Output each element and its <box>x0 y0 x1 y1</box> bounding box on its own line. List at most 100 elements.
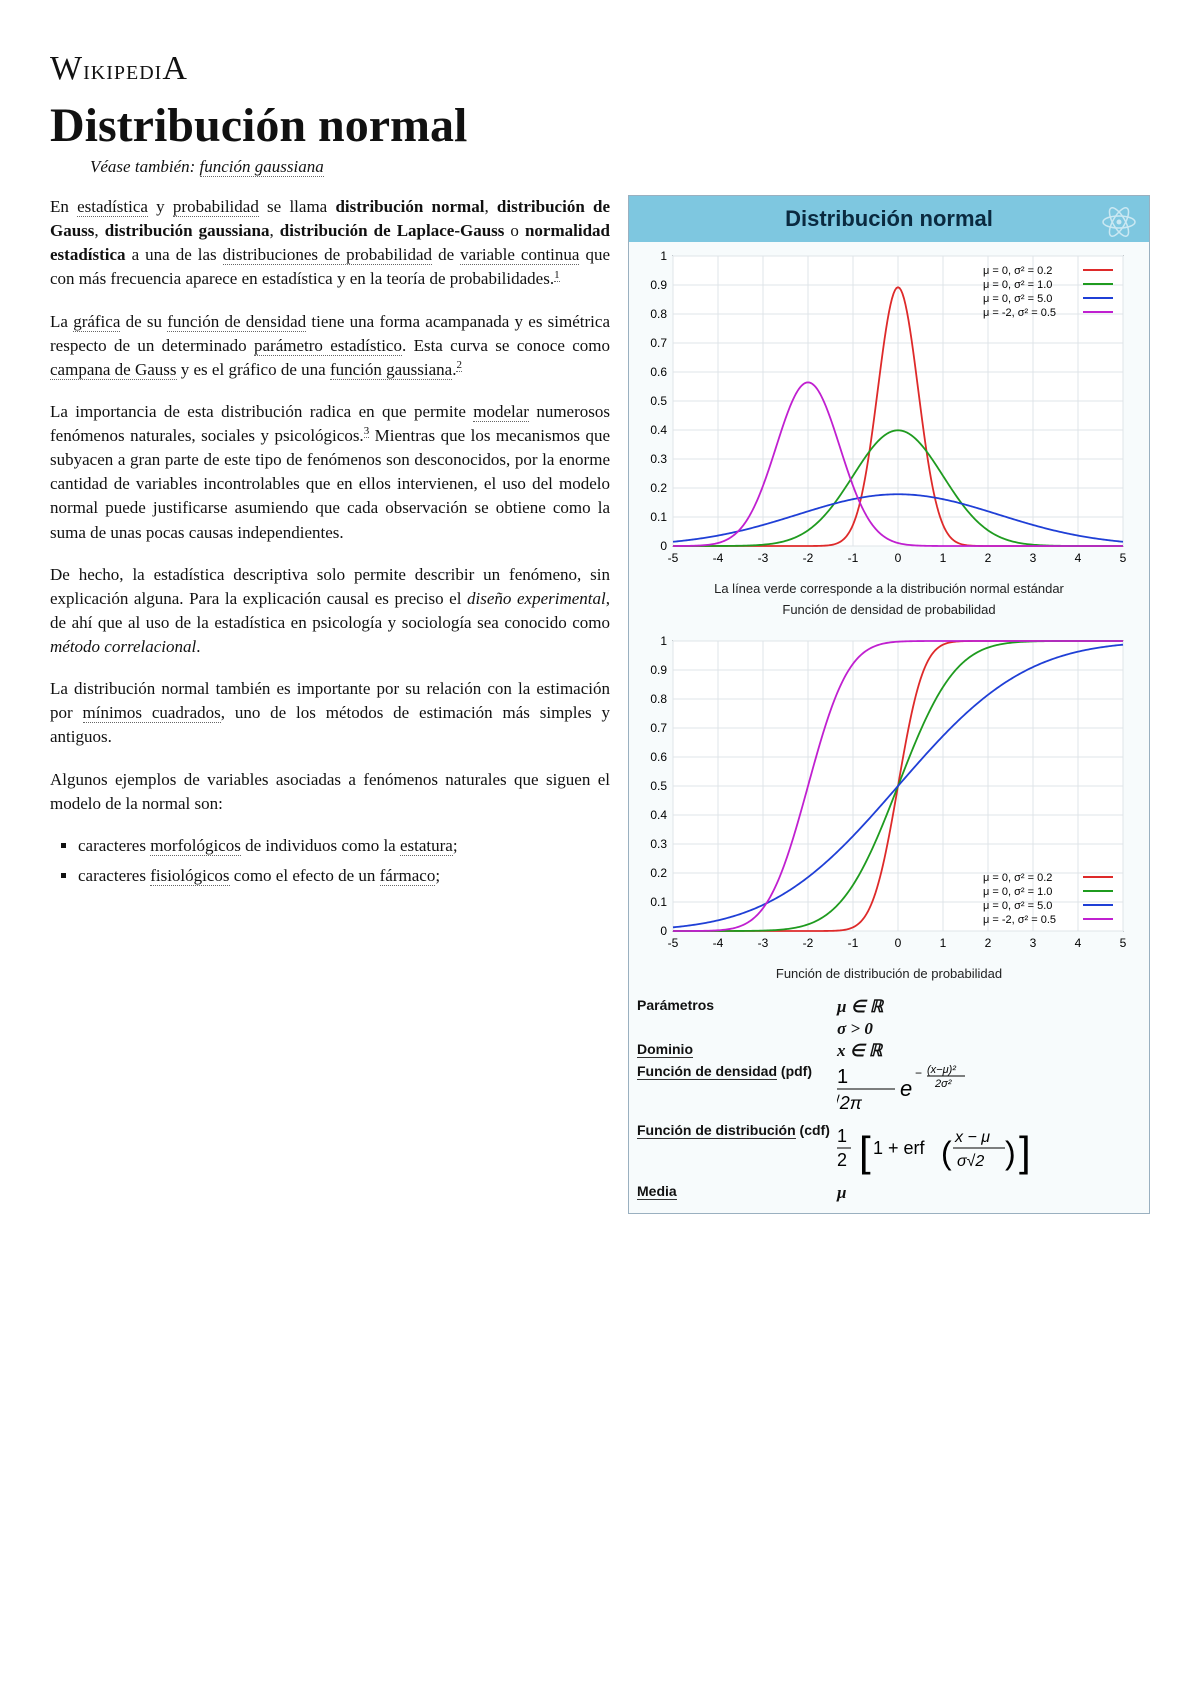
svg-text:2σ²: 2σ² <box>934 1078 952 1090</box>
hatnote-prefix: Véase también: <box>90 157 200 176</box>
svg-text:0: 0 <box>660 924 667 938</box>
link-grafica[interactable]: gráfica <box>73 312 120 332</box>
svg-text:5: 5 <box>1120 551 1127 565</box>
link-modelar[interactable]: modelar <box>473 402 529 422</box>
svg-text:2: 2 <box>985 936 992 950</box>
cdf-chart: -5-4-3-2-101234500.10.20.30.40.50.60.70.… <box>633 631 1133 961</box>
svg-text:0.1: 0.1 <box>650 895 667 909</box>
t: de individuos como la <box>241 836 400 855</box>
link-parametro[interactable]: parámetro estadístico <box>254 336 402 356</box>
svg-text:[: [ <box>859 1128 871 1175</box>
svg-text:3: 3 <box>1030 936 1037 950</box>
params-title: Parámetros <box>637 997 837 1013</box>
ref-1[interactable]: 1 <box>554 269 560 282</box>
cdf-caption: Función de distribución de probabilidad <box>633 966 1145 981</box>
italic-correlacional: método correlacional <box>50 637 196 656</box>
svg-text:0.3: 0.3 <box>650 837 667 851</box>
svg-text:-5: -5 <box>668 936 679 950</box>
link-dist-prob[interactable]: distribuciones de probabilidad <box>223 245 432 265</box>
cdf-suffix: (cdf) <box>796 1122 830 1138</box>
formula-media: μ <box>837 1183 846 1202</box>
term-laplace-gauss: distribución de Laplace-Gauss <box>280 221 505 240</box>
svg-text:2: 2 <box>837 1150 847 1170</box>
hatnote: Véase también: función gaussiana <box>90 157 1150 177</box>
link-probabilidad[interactable]: probabilidad <box>173 197 259 217</box>
para-4: De hecho, la estadística descriptiva sol… <box>50 563 610 660</box>
svg-text:0.9: 0.9 <box>650 278 667 292</box>
pdf-caption-2: Función de densidad de probabilidad <box>633 602 1145 617</box>
svg-text:μ = 0, σ² = 0.2: μ = 0, σ² = 0.2 <box>983 265 1052 277</box>
svg-text:]: ] <box>1019 1128 1031 1175</box>
svg-text:μ = 0, σ² = 5.0: μ = 0, σ² = 5.0 <box>983 293 1052 305</box>
link-campana-gauss[interactable]: campana de Gauss <box>50 360 177 380</box>
link-funcion-densidad[interactable]: función de densidad <box>167 312 306 332</box>
formula-cdf: 1 2 [ 1 + erf ( x − μ σ√2 ) ] <box>837 1122 1141 1181</box>
param-sigma: σ > 0 <box>837 1019 1141 1039</box>
term-dist-normal: distribución normal <box>335 197 484 216</box>
label-media[interactable]: Media <box>637 1183 677 1200</box>
para-1: En estadística y probabilidad se llama d… <box>50 195 610 292</box>
svg-text:−: − <box>915 1066 922 1080</box>
link-estadistica[interactable]: estadística <box>77 197 148 217</box>
svg-text:5: 5 <box>1120 936 1127 950</box>
link-fisiologicos[interactable]: fisiológicos <box>150 866 229 886</box>
svg-text:0.5: 0.5 <box>650 779 667 793</box>
link-estatura[interactable]: estatura <box>400 836 453 856</box>
t: , <box>484 197 496 216</box>
link-var-continua[interactable]: variable continua <box>460 245 579 265</box>
infobox-title-text: Distribución normal <box>785 206 993 231</box>
svg-text:-5: -5 <box>668 551 679 565</box>
svg-text:1 + erf: 1 + erf <box>873 1138 926 1158</box>
infobox: Distribución normal -5-4-3-2-101234500.1… <box>628 195 1150 1214</box>
svg-text:0.8: 0.8 <box>650 307 667 321</box>
list-item: caracteres morfológicos de individuos co… <box>78 834 610 858</box>
svg-text:1: 1 <box>837 1126 847 1146</box>
t: La importancia de esta distribución radi… <box>50 402 473 421</box>
svg-text:μ = 0, σ² = 1.0: μ = 0, σ² = 1.0 <box>983 279 1052 291</box>
t: caracteres <box>78 836 150 855</box>
t: caracteres <box>78 866 150 885</box>
svg-text:μ = 0, σ² = 0.2: μ = 0, σ² = 0.2 <box>983 872 1052 884</box>
link-morfologicos[interactable]: morfológicos <box>150 836 241 856</box>
examples-list: caracteres morfológicos de individuos co… <box>78 834 610 888</box>
svg-text:(: ( <box>941 1135 952 1171</box>
para-5: La distribución normal también es import… <box>50 677 610 749</box>
svg-text:0.6: 0.6 <box>650 365 667 379</box>
t: a una de las <box>126 245 223 264</box>
formula-pdf: 1 σ√2π e − (x−μ)² 2σ² <box>837 1063 1141 1120</box>
svg-text:0.3: 0.3 <box>650 452 667 466</box>
label-pdf[interactable]: Función de densidad <box>637 1063 777 1080</box>
link-farmaco[interactable]: fármaco <box>380 866 436 886</box>
link-funcion-gaussiana[interactable]: función gaussiana <box>330 360 452 380</box>
svg-text:1: 1 <box>660 634 667 648</box>
svg-text:1: 1 <box>940 551 947 565</box>
hatnote-link[interactable]: función gaussiana <box>200 157 324 177</box>
cdf-chart-block: -5-4-3-2-101234500.10.20.30.40.50.60.70.… <box>629 627 1149 991</box>
wikipedia-logo: WikipediA <box>50 50 1150 88</box>
term-dist-gaussiana: distribución gaussiana <box>105 221 270 240</box>
svg-text:x − μ: x − μ <box>954 1129 990 1146</box>
t: de <box>432 245 460 264</box>
t: . <box>196 637 200 656</box>
label-dominio[interactable]: Dominio <box>637 1041 693 1058</box>
infobox-title: Distribución normal <box>629 196 1149 242</box>
svg-text:0.2: 0.2 <box>650 481 667 495</box>
article-body: En estadística y probabilidad se llama d… <box>50 195 610 1214</box>
svg-text:0.6: 0.6 <box>650 750 667 764</box>
t: , <box>94 221 104 240</box>
atom-icon <box>1099 202 1139 242</box>
formula-mu: μ ∈ ℝ <box>837 997 883 1016</box>
svg-text:0.5: 0.5 <box>650 394 667 408</box>
link-minimos-cuadrados[interactable]: mínimos cuadrados <box>83 703 221 723</box>
svg-text:): ) <box>1005 1135 1016 1171</box>
svg-text:-4: -4 <box>713 936 724 950</box>
svg-text:1: 1 <box>940 936 947 950</box>
t: o <box>504 221 525 240</box>
svg-text:0.7: 0.7 <box>650 721 667 735</box>
label-cdf[interactable]: Función de distribución <box>637 1122 796 1139</box>
svg-text:μ = -2, σ² = 0.5: μ = -2, σ² = 0.5 <box>983 914 1056 926</box>
page-title: Distribución normal <box>50 98 1150 153</box>
ref-2[interactable]: 2 <box>456 359 462 372</box>
svg-text:-2: -2 <box>803 936 814 950</box>
svg-text:-1: -1 <box>848 936 859 950</box>
